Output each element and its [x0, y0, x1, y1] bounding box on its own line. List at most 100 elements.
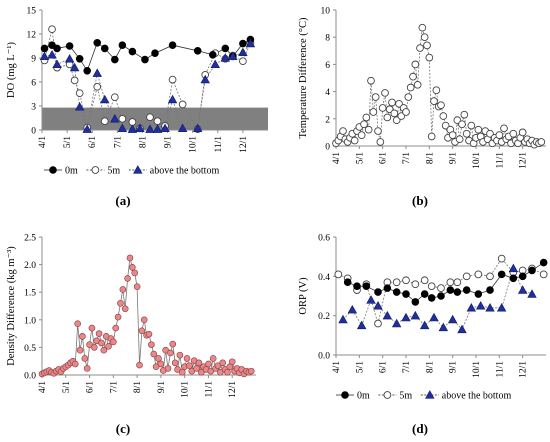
- data-point: [150, 350, 158, 358]
- x-tick-label: 11/1: [204, 381, 214, 398]
- data-point: [127, 124, 138, 133]
- data-point: [425, 53, 434, 62]
- data-point: [133, 283, 141, 290]
- y-axis-label: DO (mg L⁻¹): [6, 42, 17, 98]
- data-point: [367, 76, 375, 85]
- data-point: [475, 301, 486, 310]
- data-point: [200, 74, 210, 84]
- legend-marker: [49, 166, 57, 174]
- legend-label: 0m: [357, 391, 370, 402]
- x-tick-label: 10/1: [472, 361, 482, 378]
- data-point: [92, 68, 102, 77]
- data-point: [518, 128, 527, 137]
- data-point: [121, 305, 129, 313]
- y-tick-label: 2.5: [24, 234, 36, 244]
- x-tick-label: 5/1: [62, 381, 72, 393]
- data-point: [208, 50, 217, 59]
- data-point: [453, 278, 462, 287]
- data-point: [381, 89, 389, 97]
- x-tick-label: 4/1: [332, 152, 342, 164]
- x-tick-label: 6/1: [379, 361, 389, 373]
- data-point: [48, 25, 56, 34]
- data-point: [71, 360, 79, 368]
- data-point: [100, 346, 108, 354]
- data-point: [128, 47, 137, 56]
- data-point: [455, 135, 464, 144]
- data-point: [416, 44, 424, 52]
- data-point: [69, 62, 80, 72]
- data-point: [392, 278, 401, 287]
- legend-marker: [91, 166, 100, 174]
- data-point: [140, 316, 148, 324]
- series-line: [338, 257, 544, 326]
- x-tick-label: 7/1: [402, 361, 412, 373]
- data-point: [486, 286, 494, 294]
- panel-label: (c): [116, 421, 130, 436]
- data-point: [374, 319, 382, 328]
- data-point: [486, 272, 494, 281]
- data-point: [151, 49, 159, 57]
- data-point: [447, 314, 458, 324]
- data-point: [462, 272, 471, 281]
- panel-label: (a): [115, 193, 130, 208]
- data-point: [537, 138, 546, 146]
- data-point: [153, 117, 162, 126]
- data-point: [485, 302, 495, 312]
- data-point: [171, 359, 179, 367]
- legend-label: 5m: [399, 391, 412, 402]
- x-tick-label: 7/1: [402, 152, 412, 164]
- data-point: [497, 254, 506, 263]
- data-point: [360, 120, 368, 129]
- data-point: [378, 104, 387, 112]
- data-point: [392, 288, 401, 296]
- x-tick-label: 12/1: [519, 361, 529, 378]
- y-tick-label: 0.6: [318, 234, 330, 244]
- y-tick-label: 0.0: [318, 352, 330, 362]
- data-point: [76, 346, 84, 354]
- data-point: [495, 131, 504, 139]
- data-point: [462, 129, 471, 138]
- data-point: [374, 127, 382, 135]
- x-tick-label: 5/1: [63, 136, 73, 148]
- data-point: [138, 327, 146, 335]
- data-point: [100, 117, 109, 126]
- data-point: [343, 278, 352, 287]
- x-tick-label: 5/1: [355, 361, 365, 373]
- data-point: [91, 344, 98, 351]
- y-tick-label: 2.0: [24, 261, 36, 271]
- data-point: [437, 284, 445, 292]
- x-tick-label: 11/1: [495, 361, 505, 378]
- data-point: [527, 289, 537, 298]
- data-point: [427, 132, 436, 141]
- data-point: [432, 86, 441, 95]
- data-point: [430, 97, 438, 105]
- data-point: [129, 264, 136, 271]
- data-point: [247, 367, 255, 375]
- data-point: [402, 276, 410, 285]
- data-point: [357, 131, 366, 139]
- y-tick-label: 0: [325, 143, 330, 153]
- x-tick-label: 7/1: [109, 381, 119, 393]
- data-point: [427, 282, 436, 291]
- data-point: [411, 280, 420, 289]
- data-point: [168, 75, 177, 84]
- data-point: [141, 55, 149, 64]
- data-point: [390, 109, 399, 118]
- y-tick-label: 0.5: [24, 344, 36, 354]
- y-tick-label: 6: [31, 79, 36, 89]
- data-point: [409, 72, 417, 81]
- data-point: [350, 136, 359, 145]
- x-tick-label: 10/1: [189, 136, 199, 153]
- data-point: [83, 67, 91, 75]
- y-tick-label: 0.0: [24, 372, 36, 382]
- x-tick-label: 8/1: [425, 361, 435, 373]
- data-point: [420, 290, 429, 298]
- data-point: [53, 44, 61, 53]
- data-point: [410, 310, 421, 320]
- data-point: [177, 123, 188, 133]
- data-point: [64, 53, 75, 63]
- y-tick-label: 1.5: [24, 289, 36, 299]
- data-point: [110, 113, 120, 123]
